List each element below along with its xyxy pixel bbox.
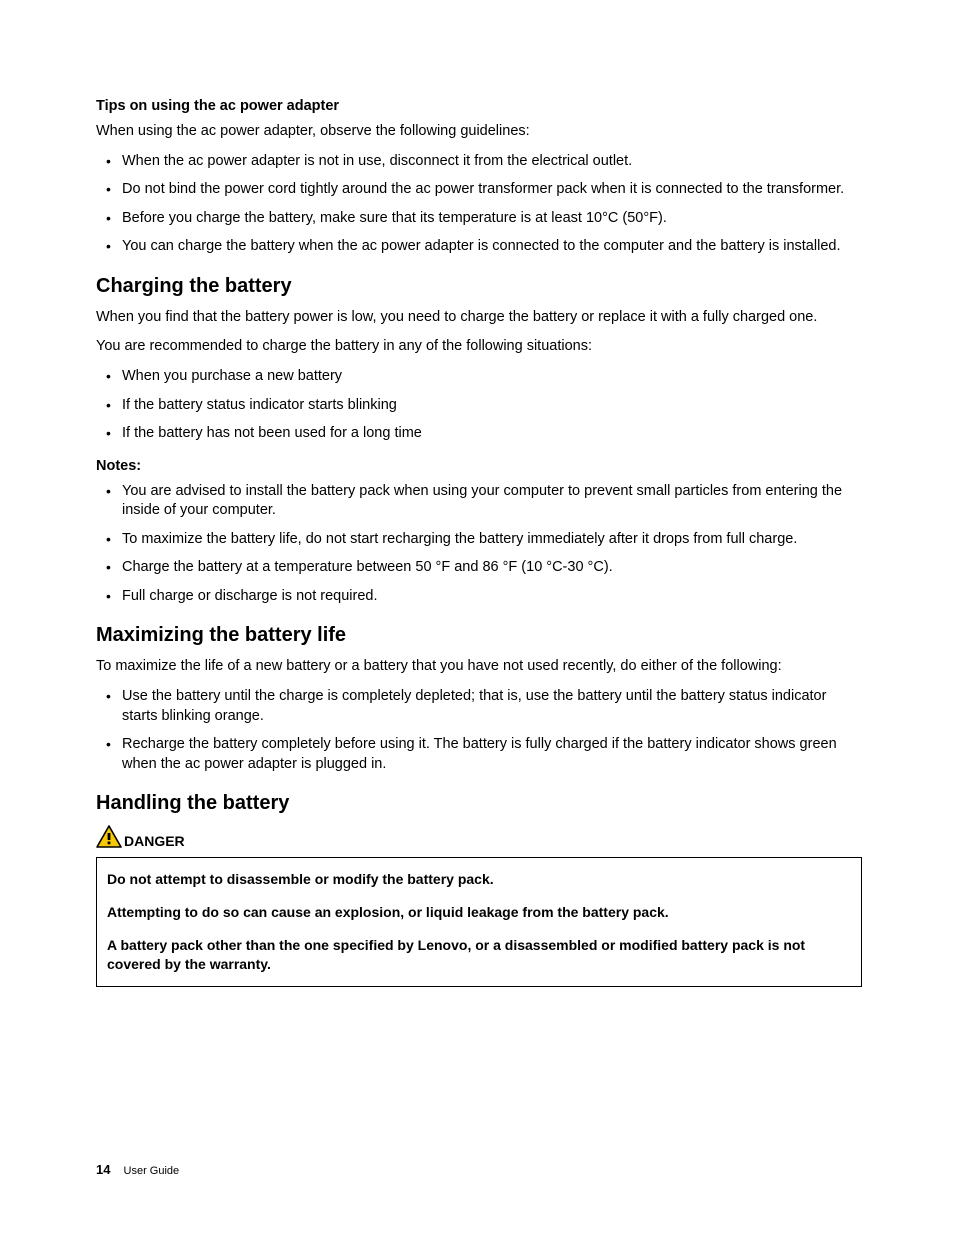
maximizing-heading: Maximizing the battery life [96,624,862,647]
footer-title: User Guide [124,1165,180,1177]
list-item: Charge the battery at a temperature betw… [96,558,862,578]
list-item: To maximize the battery life, do not sta… [96,530,862,550]
list-item: When the ac power adapter is not in use,… [96,152,862,172]
danger-p2: Attempting to do so can cause an explosi… [107,903,851,922]
list-item: Before you charge the battery, make sure… [96,209,862,229]
charging-heading: Charging the battery [96,275,862,298]
warning-icon [96,825,122,849]
page-footer: 14 User Guide [96,1162,179,1177]
tips-list: When the ac power adapter is not in use,… [96,152,862,257]
charging-p2: You are recommended to charge the batter… [96,337,862,357]
list-item: If the battery has not been used for a l… [96,424,862,444]
list-item: Do not bind the power cord tightly aroun… [96,180,862,200]
danger-p1: Do not attempt to disassemble or modify … [107,870,851,889]
tips-heading: Tips on using the ac power adapter [96,98,862,114]
maximizing-intro: To maximize the life of a new battery or… [96,657,862,677]
maximizing-list: Use the battery until the charge is comp… [96,687,862,774]
charging-p1: When you find that the battery power is … [96,308,862,328]
list-item: Use the battery until the charge is comp… [96,687,862,726]
danger-row: DANGER [96,825,862,849]
list-item: Full charge or discharge is not required… [96,587,862,607]
list-item: When you purchase a new battery [96,367,862,387]
page-number: 14 [96,1162,110,1177]
notes-label: Notes: [96,458,862,474]
tips-intro: When using the ac power adapter, observe… [96,122,862,142]
list-item: If the battery status indicator starts b… [96,396,862,416]
notes-list: You are advised to install the battery p… [96,482,862,607]
list-item: You can charge the battery when the ac p… [96,237,862,257]
danger-label: DANGER [124,833,185,849]
danger-p3: A battery pack other than the one specif… [107,936,851,974]
danger-box: Do not attempt to disassemble or modify … [96,857,862,987]
handling-heading: Handling the battery [96,792,862,815]
list-item: Recharge the battery completely before u… [96,735,862,774]
charging-list: When you purchase a new battery If the b… [96,367,862,444]
list-item: You are advised to install the battery p… [96,482,862,521]
